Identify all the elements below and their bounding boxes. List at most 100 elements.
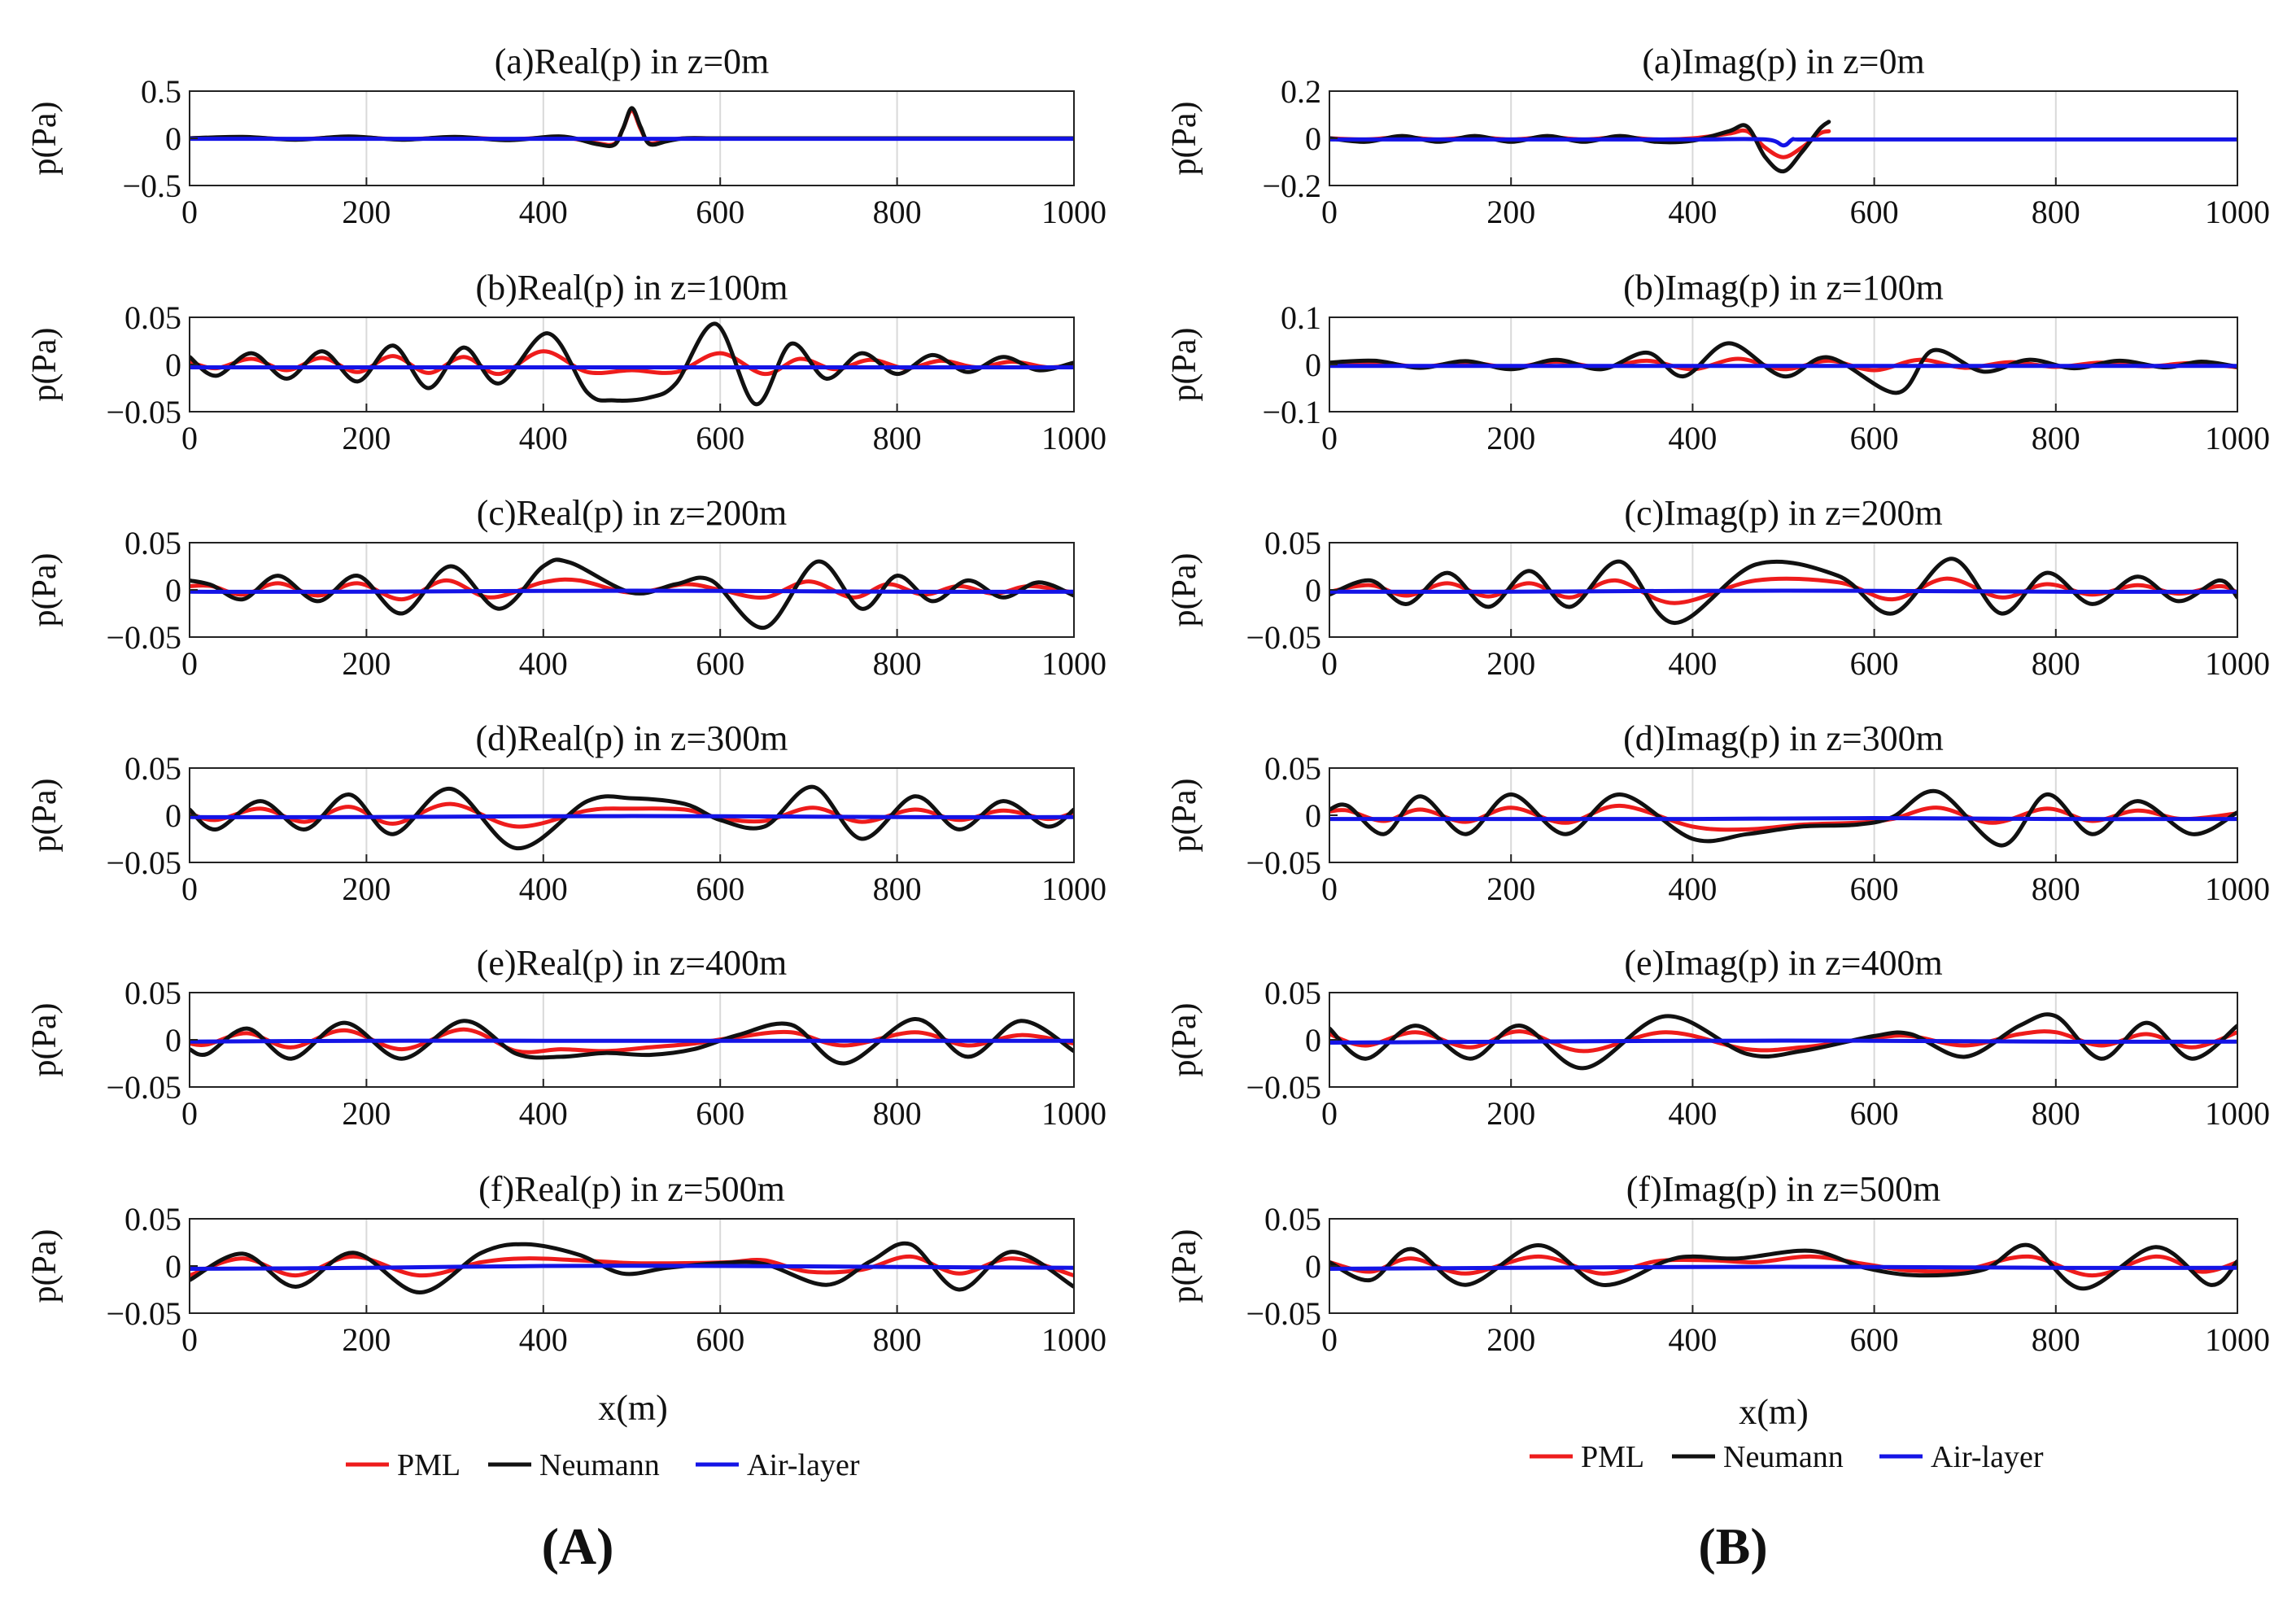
panel-B3-ytick-label-2: −0.05: [1246, 619, 1321, 656]
panel-A3-xtick-label-5: 1000: [1041, 645, 1107, 682]
panel-A2-xtick-label-3: 600: [696, 420, 744, 456]
panel-A6-xtick-label-4: 800: [873, 1321, 922, 1358]
panel-label-B: (B): [1698, 1517, 1767, 1575]
panel-A2-ytick-label-0: 0.05: [124, 299, 181, 336]
panel-A5-ytick-label-0: 0.05: [124, 975, 181, 1011]
panel-B5-xtick-label-0: 0: [1321, 1095, 1338, 1132]
panel-A5-ylabel: p(Pa): [26, 1003, 63, 1077]
panel-B2-series: [1329, 341, 2237, 395]
panel-A6-xtick-label-3: 600: [696, 1321, 744, 1358]
panel-A4-ytick-label-0: 0.05: [124, 750, 181, 787]
panel-B3-ytick-label-1: 0: [1305, 572, 1321, 609]
panel-A1-series: [190, 106, 1074, 149]
panel-A2: (b)Real(p) in z=100m 0 200 400 600 800 1000 0.0…: [26, 268, 1107, 456]
panel-B3-xtick-label-3: 600: [1850, 645, 1899, 682]
panel-B5-xtick-label-3: 600: [1850, 1095, 1899, 1132]
panel-A4-ytick-label-1: 0: [165, 797, 181, 834]
panel-A3-ytick-label-0: 0.05: [124, 525, 181, 561]
legend-A-neumann-label: Neumann: [539, 1448, 660, 1482]
panel-B6-xtick-label-1: 200: [1486, 1321, 1535, 1358]
panel-A3-series: [190, 557, 1074, 630]
panel-B1: (a)Imag(p) in z=0m0 200 400 600 800 10000.20−…: [1166, 41, 2270, 230]
panel-B4-xtick-label-3: 600: [1850, 871, 1899, 907]
panel-B3-xtick-label-0: 0: [1321, 645, 1338, 682]
panel-A1-xtick-label-0: 0: [181, 194, 198, 230]
panel-A6-ytick-label-1: 0: [165, 1248, 181, 1285]
panel-B4-ytick-label-2: −0.05: [1246, 845, 1321, 881]
xlabel-A: x(m): [598, 1388, 668, 1428]
panel-B1-ytick-label-2: −0.2: [1262, 168, 1321, 204]
panel-B2-xtick-label-4: 800: [2032, 420, 2080, 456]
legend-A-pml-label: PML: [397, 1448, 461, 1482]
panel-A6-line-pml: [190, 1254, 1074, 1278]
panel-A3: (c)Real(p) in z=200m 0 200 400 600 800 1000 0.0…: [26, 493, 1107, 682]
panel-B4-xtick-label-2: 400: [1668, 871, 1717, 907]
panel-A1-ytick-label-2: −0.5: [122, 168, 181, 204]
panel-B1-series: [1329, 120, 2237, 174]
panel-A3-xtick-label-3: 600: [696, 645, 744, 682]
panel-B6-xtick-label-0: 0: [1321, 1321, 1338, 1358]
panel-A3-ylabel: p(Pa): [26, 553, 63, 627]
panel-A5-xtick-label-2: 400: [519, 1095, 568, 1132]
panel-A4-line-neumann: [190, 784, 1074, 851]
panel-A6-line-neumann: [190, 1241, 1074, 1294]
legend-B-neumann-label: Neumann: [1723, 1440, 1844, 1474]
panel-B2-xtick-label-3: 600: [1850, 420, 1899, 456]
panel-B1-ytick-label-0: 0.2: [1281, 73, 1321, 110]
panel-A1-ytick-label-0: 0.5: [141, 73, 181, 110]
panel-A2-ytick-label-2: −0.05: [106, 394, 181, 430]
panel-B1-ytick-label-1: 0: [1305, 120, 1321, 157]
panel-A4-xtick-label-4: 800: [873, 871, 922, 907]
panel-B5-series: [1329, 1012, 2237, 1071]
panel-B6-ylabel: p(Pa): [1166, 1229, 1203, 1303]
panel-B4-xtick-label-1: 200: [1486, 871, 1535, 907]
panel-A2-line-neumann: [190, 321, 1074, 407]
panel-B5-ylabel: p(Pa): [1166, 1003, 1203, 1077]
panel-A5-ytick-label-1: 0: [165, 1022, 181, 1059]
panel-B3-title: (c)Imag(p) in z=200m: [1624, 493, 1942, 533]
panel-A2-xtick-label-0: 0: [181, 420, 198, 456]
panel-A4-title: (d)Real(p) in z=300m: [475, 718, 788, 758]
panel-A4-line-air-layer: [190, 814, 1074, 819]
panel-B2-xtick-label-1: 200: [1486, 420, 1535, 456]
panel-A1-title: (a)Real(p) in z=0m: [495, 41, 770, 81]
panel-B5-ytick-label-0: 0.05: [1264, 975, 1321, 1011]
panel-B2-xtick-label-2: 400: [1668, 420, 1717, 456]
panel-B6-ytick-label-0: 0.05: [1264, 1201, 1321, 1238]
panel-B3-xtick-label-2: 400: [1668, 645, 1717, 682]
panel-A5-series: [190, 1016, 1074, 1066]
panel-B2-ytick-label-1: 0: [1305, 347, 1321, 383]
panel-A1-ylabel: p(Pa): [26, 102, 63, 176]
panel-B4-series: [1329, 788, 2237, 848]
panel-B4-ytick-label-1: 0: [1305, 797, 1321, 834]
panel-B2-xtick-label-0: 0: [1321, 420, 1338, 456]
legend-A-airlayer-label: Air-layer: [747, 1448, 860, 1482]
panel-A4-xtick-label-0: 0: [181, 871, 198, 907]
panel-A4-ylabel: p(Pa): [26, 779, 63, 853]
xlabel-B: x(m): [1739, 1392, 1809, 1432]
panel-A5-line-neumann: [190, 1016, 1074, 1066]
legend-B: PML Neumann Air-layer: [1530, 1440, 2044, 1474]
panel-A2-line-pml: [190, 349, 1074, 377]
panel-A6-ylabel: p(Pa): [26, 1229, 63, 1303]
panel-A6-xtick-label-2: 400: [519, 1321, 568, 1358]
panel-A5-ytick-label-2: −0.05: [106, 1069, 181, 1106]
panel-A3-xtick-label-2: 400: [519, 645, 568, 682]
panel-B3: (c)Imag(p) in z=200m 0 200 400 600 800 1000 0.0…: [1166, 493, 2270, 682]
panel-A1-xtick-label-5: 1000: [1041, 194, 1107, 230]
panel-B5-line-neumann: [1329, 1012, 2237, 1071]
panel-A6-xtick-label-0: 0: [181, 1321, 198, 1358]
panel-A2-axes-box: [189, 316, 1075, 413]
panel-B6-title: (f)Imag(p) in z=500m: [1626, 1169, 1940, 1209]
panel-A2-title: (b)Real(p) in z=100m: [475, 268, 788, 308]
panel-A3-ytick-label-1: 0: [165, 572, 181, 609]
panel-B5-xtick-label-5: 1000: [2205, 1095, 2270, 1132]
panel-A3-xtick-label-4: 800: [873, 645, 922, 682]
panel-B4-axes-box: [1329, 767, 2238, 863]
panel-B1-line-neumann: [1329, 120, 1831, 174]
panel-A5-xtick-label-1: 200: [342, 1095, 391, 1132]
panel-A5-xtick-label-0: 0: [181, 1095, 198, 1132]
panel-A4-xtick-label-3: 600: [696, 871, 744, 907]
panel-B6-line-pml: [1329, 1254, 2237, 1278]
